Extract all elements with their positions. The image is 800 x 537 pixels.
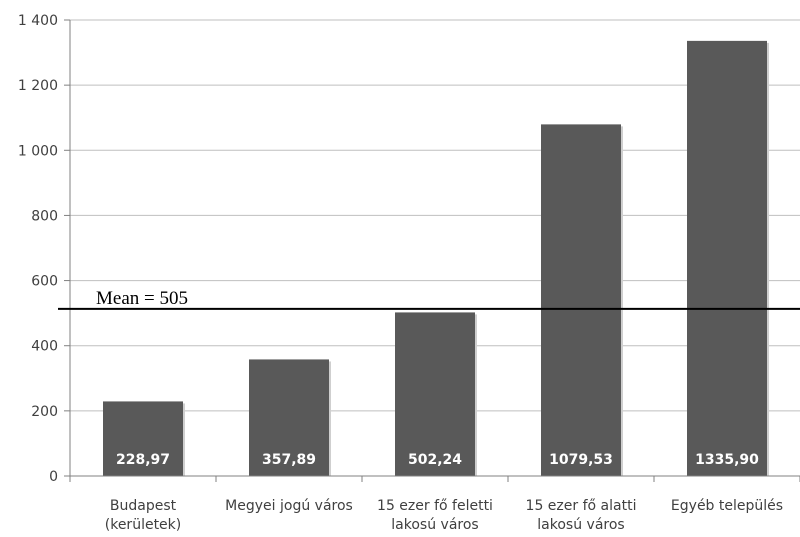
x-tick-label: Budapest (110, 498, 177, 514)
x-tick-label: Egyéb település (671, 498, 783, 514)
bar-value-label: 502,24 (408, 452, 462, 468)
y-tick-label: 1 200 (18, 78, 58, 94)
bar (249, 359, 329, 476)
x-tick-label: lakosú város (391, 517, 478, 533)
y-tick-label: 800 (31, 208, 58, 224)
x-tick-label: (kerületek) (105, 517, 182, 533)
bar (395, 312, 475, 476)
bar-value-label: 1079,53 (549, 452, 613, 468)
y-tick-label: 600 (31, 274, 58, 290)
bar (687, 40, 767, 476)
x-axis-category-labels: Budapest (kerületek) Megyei jogú város 15 e… (105, 498, 783, 533)
mean-reference: Mean = 505 (58, 288, 800, 310)
mean-label: Mean = 505 (96, 288, 188, 309)
y-tick-label: 0 (49, 469, 58, 485)
bar-value-label: 1335,90 (695, 452, 759, 468)
y-tick-label: 200 (31, 404, 58, 420)
x-tick-label: lakosú város (537, 517, 624, 533)
x-tick-label: 15 ezer fő alatti (526, 498, 637, 514)
bar-value-labels: 228,97 357,89 502,24 1079,53 1335,90 (116, 452, 759, 468)
y-axis-ticks: 0 200 400 600 800 1 000 1 200 1 400 (18, 13, 71, 485)
bar-value-label: 228,97 (116, 452, 170, 468)
x-axis (69, 475, 800, 482)
bar (103, 401, 183, 476)
y-tick-label: 1 000 (18, 143, 58, 159)
x-tick-label: 15 ezer fő feletti (377, 498, 493, 514)
y-tick-label: 400 (31, 339, 58, 355)
bar (541, 124, 621, 477)
y-tick-label: 1 400 (18, 13, 58, 29)
bar-value-label: 357,89 (262, 452, 316, 468)
bars (103, 40, 769, 477)
gridlines (70, 19, 800, 412)
x-tick-label: Megyei jogú város (225, 498, 353, 514)
